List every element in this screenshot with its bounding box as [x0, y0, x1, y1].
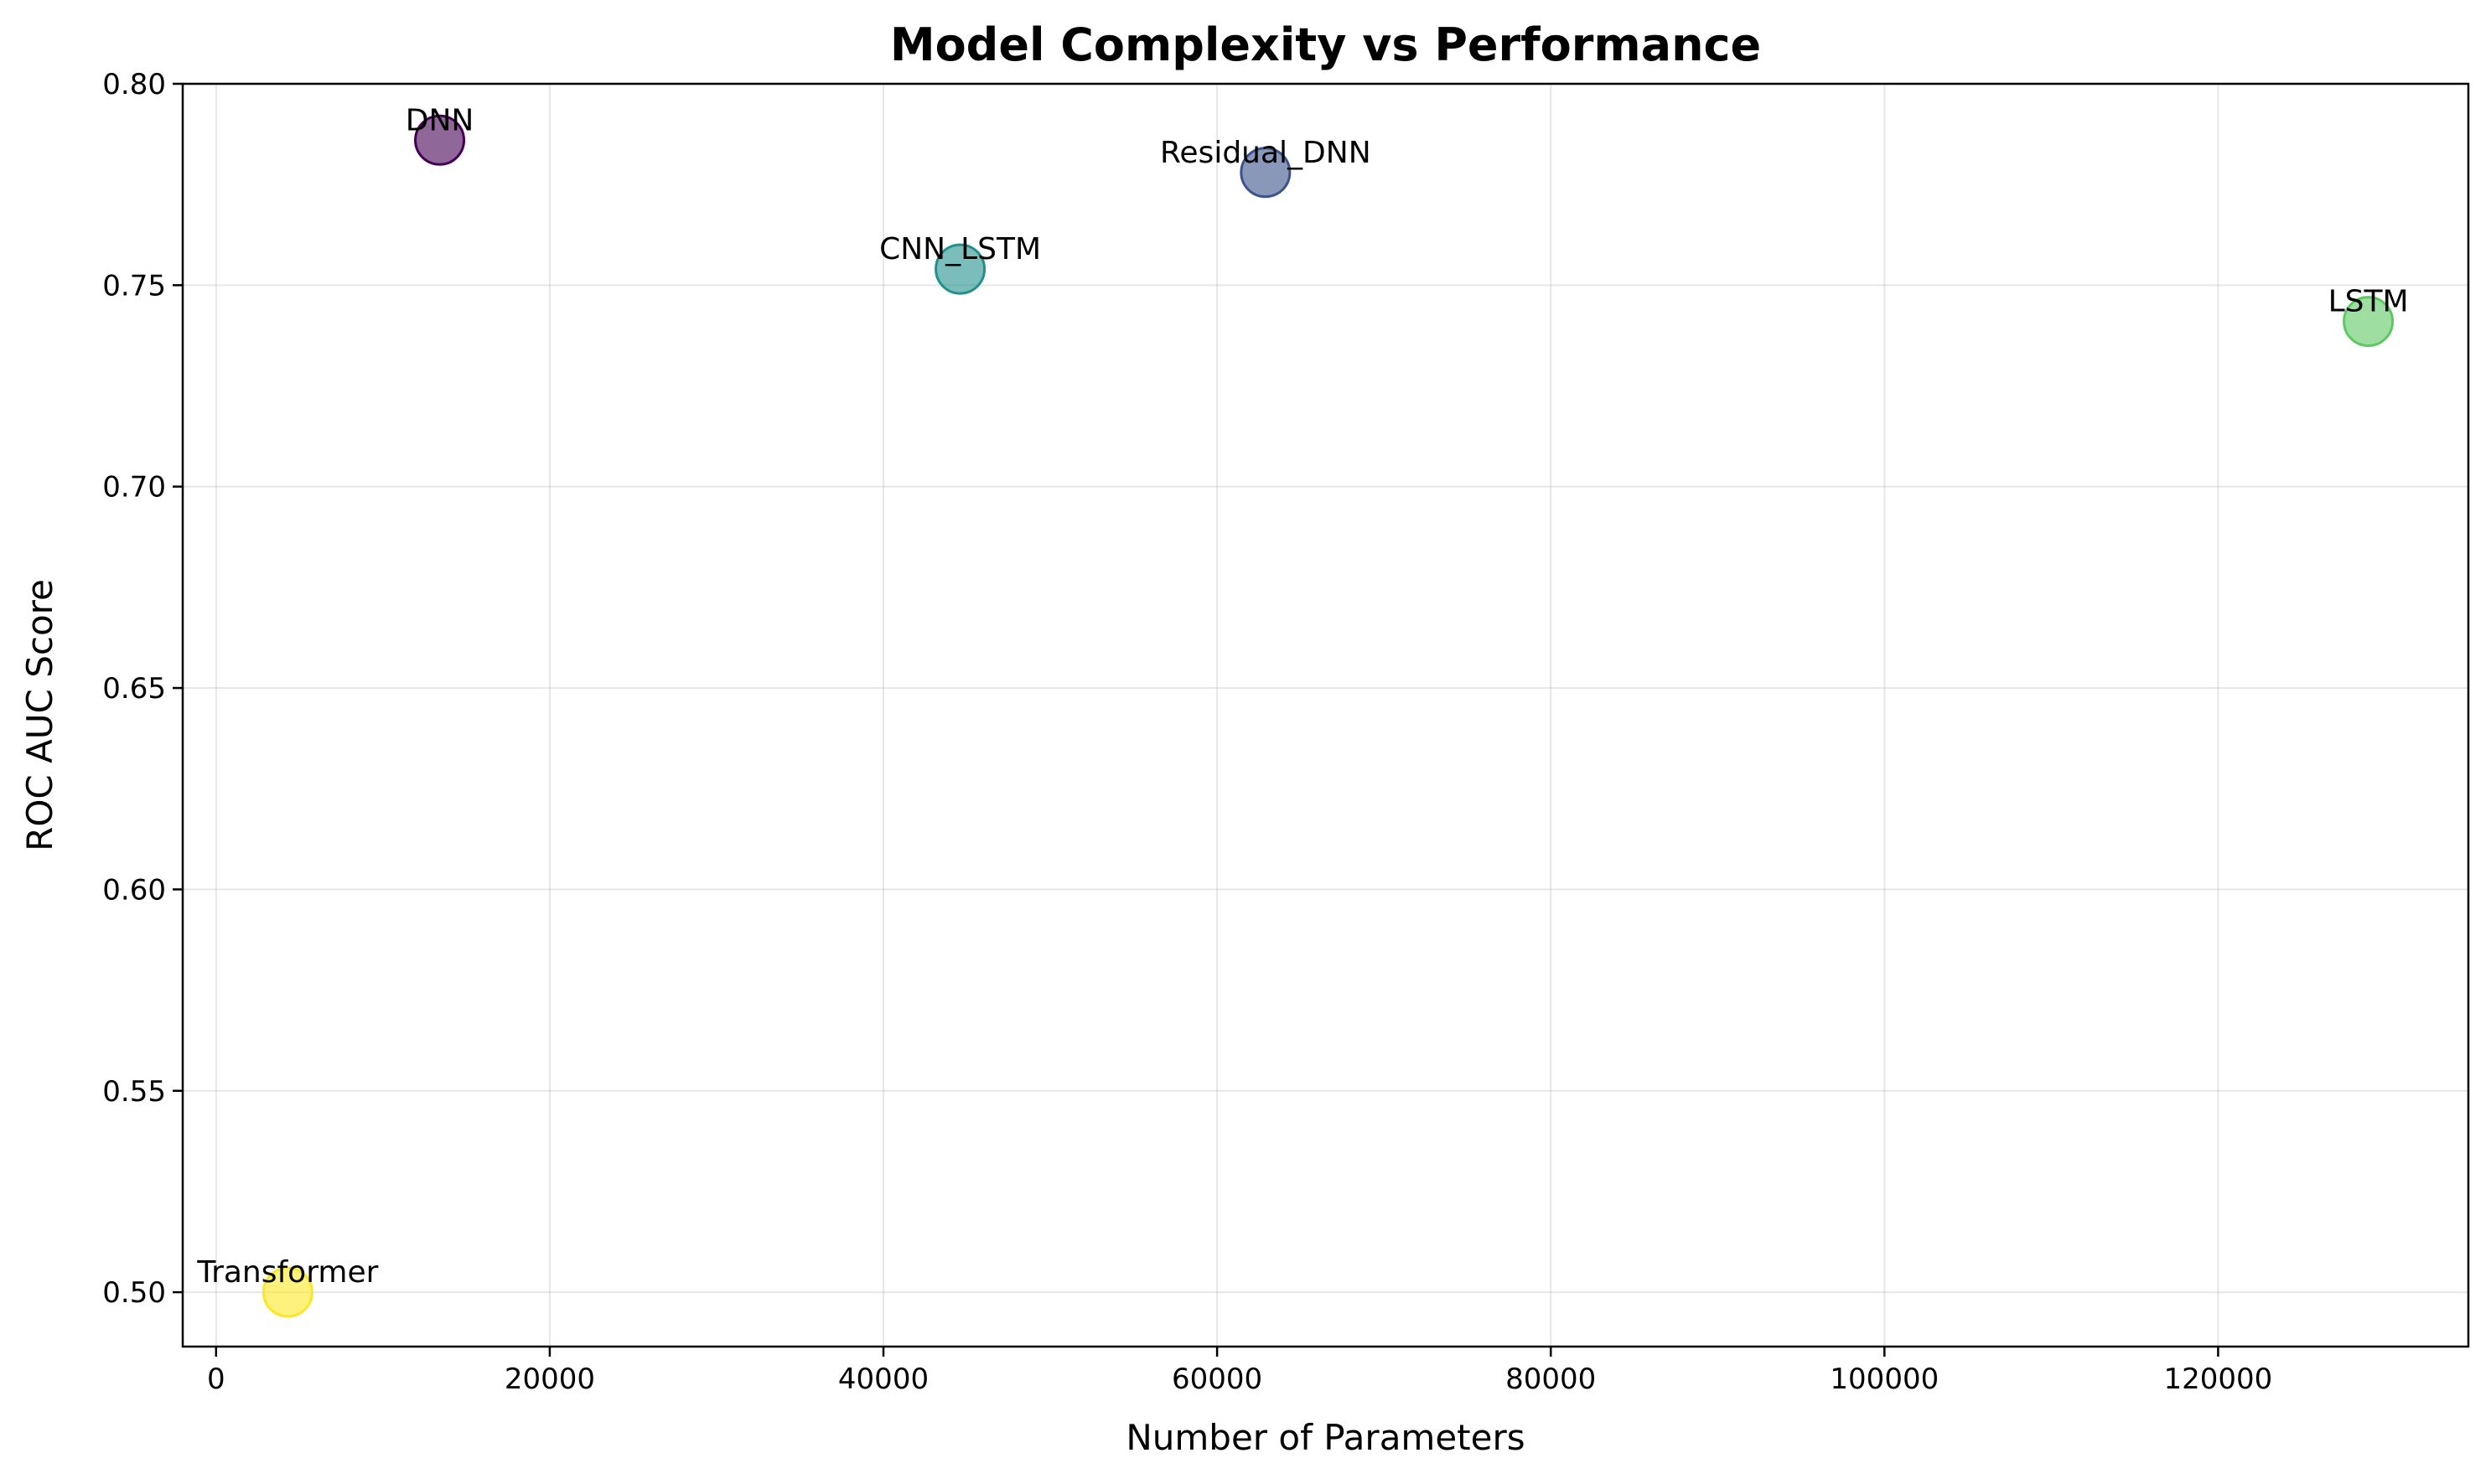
y-tick-label: 0.65 [102, 672, 166, 706]
y-tick-label: 0.50 [102, 1276, 166, 1310]
chart-title: Model Complexity vs Performance [890, 18, 1761, 71]
point-labels: DNN Residual_DNN CNN_LSTM LSTM Transformer [196, 103, 2408, 1290]
x-tick-label: 0 [207, 1362, 225, 1396]
data-point [1240, 147, 1292, 199]
grid-lines [183, 83, 2468, 1347]
point-label: Transformer [196, 1255, 378, 1290]
data-point [414, 114, 466, 166]
point-label: LSTM [2328, 285, 2409, 319]
x-tick-label: 100000 [1830, 1362, 1939, 1396]
axis-ticks: 0 20000 40000 60000 80000 100000 120000 0.50 0.5… [102, 68, 2272, 1396]
y-tick-label: 0.80 [102, 68, 166, 101]
plot-frame [181, 82, 2470, 1348]
y-tick-label: 0.60 [102, 873, 166, 907]
x-tick-label: 40000 [838, 1362, 929, 1396]
data-point [262, 1266, 313, 1318]
point-label: CNN_LSTM [879, 232, 1041, 266]
y-tick-label: 0.70 [102, 471, 166, 504]
y-axis-label: ROC AUC Score [19, 579, 60, 851]
y-tick-label: 0.75 [102, 269, 166, 302]
x-tick-label: 20000 [505, 1362, 595, 1396]
point-label: Residual_DNN [1160, 136, 1371, 170]
x-tick-label: 120000 [2164, 1362, 2273, 1396]
data-point [2343, 296, 2395, 348]
y-tick-label: 0.55 [102, 1075, 166, 1109]
point-label: DNN [406, 103, 474, 137]
x-tick-label: 80000 [1505, 1362, 1596, 1396]
data-point [935, 243, 987, 295]
x-tick-label: 60000 [1172, 1362, 1262, 1396]
x-axis-label: Number of Parameters [1126, 1417, 1525, 1458]
data-points [262, 114, 2395, 1318]
